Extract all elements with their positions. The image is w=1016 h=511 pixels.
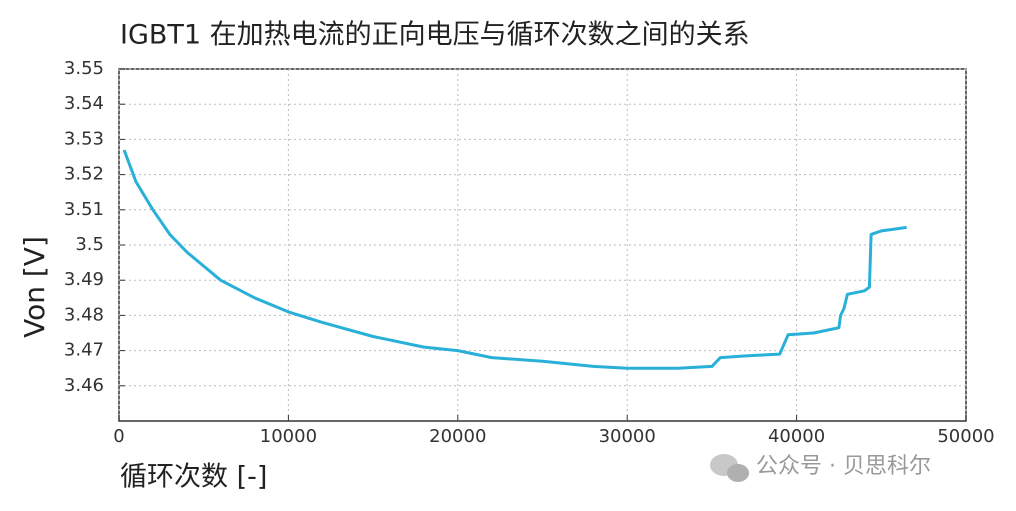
x-axis-label: 循环次数 [-]	[120, 462, 267, 493]
y-axis-label: Von [V]	[18, 236, 51, 338]
y-tick-label: 3.55	[64, 58, 104, 79]
y-tick-label: 3.49	[64, 269, 104, 290]
y-tick-label: 3.48	[64, 304, 104, 325]
y-tick-label: 3.5	[75, 234, 104, 255]
x-tick-label: 0	[113, 426, 124, 447]
data-line	[122, 149, 907, 370]
x-tick-label: 40000	[768, 426, 825, 447]
y-tick-label: 3.46	[64, 375, 104, 396]
x-tick-label: 50000	[937, 426, 994, 447]
y-tick-label: 3.47	[64, 340, 104, 361]
chart-title: IGBT1 在加热电流的正向电压与循环次数之间的关系	[120, 20, 750, 51]
watermark-icon	[710, 454, 749, 482]
y-tick-label: 3.53	[64, 128, 104, 149]
x-tick-label: 10000	[260, 426, 317, 447]
y-tick-label: 3.54	[64, 93, 104, 114]
y-tick-label: 3.51	[64, 199, 104, 220]
x-tick-label: 20000	[429, 426, 486, 447]
plot-frame	[118, 68, 967, 422]
x-tick-label: 30000	[599, 426, 656, 447]
plot-area: 3.46 3.47 3.48 3.49 3.5 3.51 3.52 3.53 3.54 3.55 0…	[64, 58, 995, 447]
y-tick-label: 3.52	[64, 164, 104, 185]
watermark: 公众号 · 贝思科尔	[756, 454, 931, 479]
